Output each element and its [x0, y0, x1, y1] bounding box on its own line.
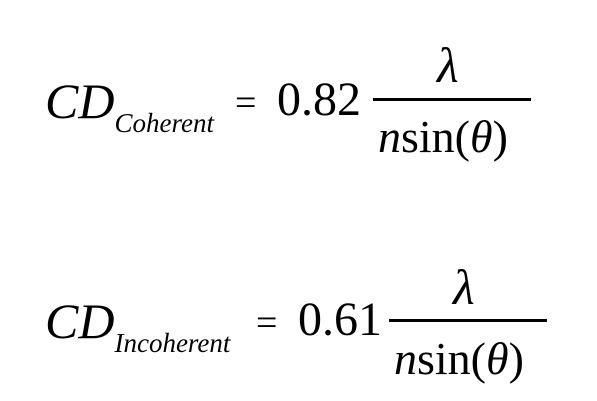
fraction-numerator: λ — [437, 37, 459, 93]
fraction-denominator: nsin(θ) — [394, 336, 524, 382]
equation-incoherent: CDIncoherent = 0.61 λ nsin(θ) — [0, 200, 597, 400]
denominator-close: ) — [508, 333, 524, 384]
lhs-term: CDIncoherent — [45, 293, 230, 357]
coefficient: 0.61 — [298, 293, 382, 346]
denominator-theta: θ — [486, 333, 509, 384]
equals-sign: = — [256, 302, 278, 344]
lhs-symbol: CD — [45, 293, 115, 349]
lhs-subscript: Incoherent — [114, 328, 231, 358]
denominator-func: sin( — [417, 333, 486, 384]
fraction-numerator: λ — [453, 259, 475, 315]
denominator-func: sin( — [401, 111, 470, 162]
lhs-symbol: CD — [45, 73, 115, 129]
fraction-bar — [373, 98, 531, 101]
equation-coherent: CDCoherent = 0.82 λ nsin(θ) — [0, 0, 597, 200]
equals-sign: = — [235, 82, 257, 124]
denominator-theta: θ — [470, 111, 493, 162]
lhs-subscript: Coherent — [114, 108, 214, 138]
coefficient: 0.82 — [277, 73, 361, 126]
fraction-denominator: nsin(θ) — [378, 114, 508, 160]
denominator-close: ) — [492, 111, 508, 162]
denominator-n: n — [394, 333, 417, 384]
denominator-n: n — [378, 111, 401, 162]
lhs-term: CDCoherent — [45, 73, 214, 137]
fraction-bar — [389, 319, 547, 322]
